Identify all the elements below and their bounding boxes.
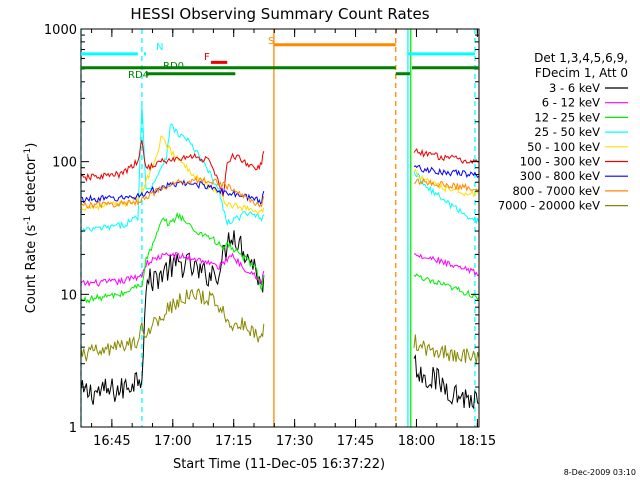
legend-label-100-300-kev: 100 - 300 keV (520, 155, 600, 169)
series-line-7000-20000-kev-segment-1 (413, 334, 480, 364)
y-axis-label-end: ) (24, 143, 39, 148)
x-tick-label-17-45: 17:45 (337, 434, 374, 449)
legend-label-800-7000-kev: 800 - 7000 keV (512, 184, 600, 198)
x-tick-label-18-15: 18:15 (459, 434, 496, 449)
x-tick-label-16-45: 16:45 (93, 434, 130, 449)
y-tick-label-1: 1 (69, 421, 77, 436)
series-line-6-12-kev-segment-1 (413, 253, 480, 277)
series-line-800-7000-kev-segment-1 (413, 177, 480, 192)
legend-label-50-100-kev: 50 - 100 keV (527, 140, 600, 154)
x-axis-label: Start Time (11-Dec-05 16:37:22) (173, 457, 385, 472)
x-tick-label-17-00: 17:00 (154, 434, 191, 449)
flag-label-n: N (156, 42, 163, 53)
series-line-6-12-kev-segment-0 (80, 251, 265, 287)
flag-label-rd4: RD4 (128, 70, 149, 81)
legend-label-12-25-kev: 12 - 25 keV (534, 110, 600, 124)
x-tick-label-17-30: 17:30 (276, 434, 313, 449)
legend-label-25-50-kev: 25 - 50 keV (534, 125, 600, 139)
legend-label-6-12-kev: 6 - 12 keV (542, 96, 600, 110)
footer-timestamp: 8-Dec-2009 03:10 (564, 468, 636, 477)
series-line-3-6-kev-segment-0 (80, 230, 265, 405)
legend-header-line-2: FDecim 1, Att 0 (535, 66, 628, 80)
y-tick-label-10: 10 (60, 288, 77, 303)
flag-label-s: S (268, 36, 274, 47)
series-line-25-50-kev-segment-1 (413, 171, 480, 225)
flag-label-rd0: RD0 (163, 61, 184, 72)
series-line-25-50-kev-segment-0 (80, 105, 265, 233)
flag-label-f: F (204, 52, 210, 63)
legend-label-3-6-kev: 3 - 6 keV (549, 81, 600, 95)
observing-flags: N S F RD0 RD4 (81, 36, 479, 81)
chart-title: HESSI Observing Summary Count Rates (130, 5, 429, 23)
series-line-12-25-kev-segment-1 (413, 273, 480, 301)
y-axis-label-rest: detector (24, 156, 39, 216)
plot-frame (80, 28, 480, 428)
axis-ticks: 1 10 100 1000 16:45 17:00 17:15 17:30 17:45 18:00… (44, 23, 496, 449)
legend-header-line-1: Det 1,3,4,5,6,9, (534, 51, 628, 65)
series-line-800-7000-kev-segment-0 (80, 175, 265, 210)
plot-area (80, 29, 480, 427)
legend-label-300-800-kev: 300 - 800 keV (520, 169, 600, 183)
series-line-300-800-kev-segment-1 (413, 164, 480, 178)
y-axis-label-sup2: -1 (23, 148, 33, 157)
y-tick-label-100: 100 (52, 156, 77, 171)
series-line-100-300-kev-segment-0 (80, 139, 265, 197)
series-line-3-6-kev-segment-1 (413, 353, 480, 410)
y-axis-label-main: Count Rate (s (24, 225, 39, 314)
series-line-7000-20000-kev-segment-0 (80, 288, 265, 362)
x-tick-label-18-00: 18:00 (398, 434, 435, 449)
series-line-100-300-kev-segment-1 (413, 148, 480, 165)
series-line-50-100-kev-segment-1 (413, 168, 480, 198)
series-line-12-25-kev-segment-0 (80, 211, 265, 304)
x-tick-label-17-15: 17:15 (215, 434, 252, 449)
y-tick-label-1000: 1000 (44, 23, 77, 38)
y-axis-label: Count Rate (s-1 detector-1) (23, 143, 39, 314)
y-axis-label-sup: -1 (23, 216, 33, 225)
legend: Det 1,3,4,5,6,9, FDecim 1, Att 0 3 - 6 k… (498, 51, 628, 213)
legend-label-7000-20000-kev: 7000 - 20000 keV (498, 199, 600, 213)
